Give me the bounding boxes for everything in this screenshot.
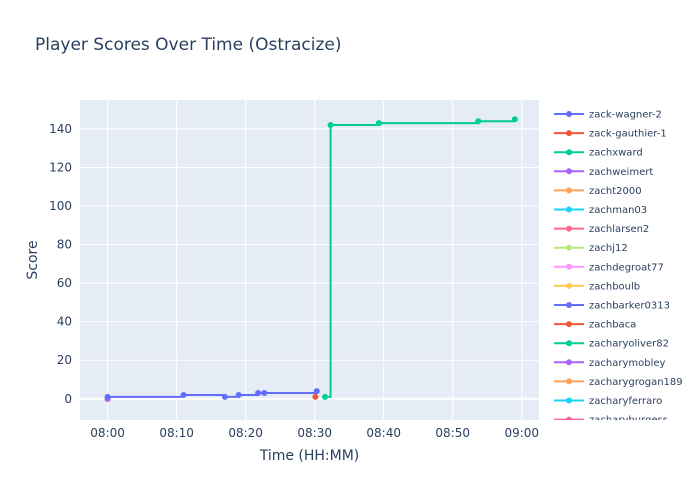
legend[interactable]: zack-wagner-2 zack-gauthier-1 zachxward zac… xyxy=(554,110,683,427)
data-point[interactable] xyxy=(255,390,262,397)
data-point[interactable] xyxy=(261,390,268,397)
legend-label: zachlarsen2 xyxy=(589,224,649,235)
data-point[interactable] xyxy=(375,120,382,127)
data-point[interactable] xyxy=(475,118,482,125)
y-tick-label: 60 xyxy=(57,276,72,290)
legend-swatch-marker xyxy=(566,187,572,194)
x-tick-label: 08:50 xyxy=(435,426,470,440)
legend-item[interactable]: zack-gauthier-1 xyxy=(554,129,667,140)
data-point[interactable] xyxy=(322,393,329,400)
legend-item[interactable]: zachman03 xyxy=(554,205,647,216)
y-tick-label: 20 xyxy=(57,353,72,367)
legend-swatch-marker xyxy=(566,340,572,347)
y-tick-label: 100 xyxy=(49,199,72,213)
legend-swatch-marker xyxy=(566,302,572,308)
x-tick-label: 08:20 xyxy=(228,426,263,440)
data-point[interactable] xyxy=(221,393,228,400)
legend-item[interactable]: zacht2000 xyxy=(554,186,642,197)
legend-label: zacharyburgess xyxy=(589,415,668,426)
legend-swatch-marker xyxy=(566,168,572,175)
x-tick-label: 08:00 xyxy=(90,426,125,440)
series-zack-wagner-2 xyxy=(104,388,320,400)
data-point[interactable] xyxy=(312,393,319,400)
x-tick-label: 08:40 xyxy=(366,426,401,440)
legend-swatch-marker xyxy=(566,397,572,404)
legend-item[interactable]: zacharyburgess xyxy=(554,415,668,426)
legend-swatch-marker xyxy=(566,244,572,251)
legend-label: zachbaca xyxy=(589,320,636,331)
legend-item[interactable]: zacharygrogan189 xyxy=(554,377,683,388)
legend-label: zack-gauthier-1 xyxy=(589,129,667,140)
legend-swatch-marker xyxy=(566,321,572,328)
y-tick-label: 140 xyxy=(49,122,72,136)
series-layer xyxy=(104,116,518,402)
legend-label: zacharygrogan189 xyxy=(589,377,683,388)
legend-item[interactable]: zachxward xyxy=(554,148,643,159)
chart-title: Player Scores Over Time (Ostracize) xyxy=(35,35,342,55)
legend-item[interactable]: zacharyoliver82 xyxy=(554,339,669,350)
legend-item[interactable]: zack-wagner-2 xyxy=(554,110,662,121)
ticks: 0 20 40 60 80 100 120 140 08:00 08:10 08:20 08:30 08… xyxy=(49,122,539,440)
legend-label: zack-wagner-2 xyxy=(589,110,662,121)
legend-item[interactable]: zachlarsen2 xyxy=(554,224,649,235)
data-point[interactable] xyxy=(327,122,334,129)
legend-swatch-marker xyxy=(566,111,572,117)
legend-label: zachboulb xyxy=(589,281,640,292)
legend-label: zachj12 xyxy=(589,243,628,254)
legend-label: zacharymobley xyxy=(589,358,666,369)
legend-swatch-marker xyxy=(566,378,572,385)
legend-label: zacharyoliver82 xyxy=(589,339,669,350)
legend-item[interactable]: zacharymobley xyxy=(554,358,666,369)
legend-swatch-marker xyxy=(566,263,572,270)
legend-swatch-marker xyxy=(566,225,572,232)
data-point[interactable] xyxy=(235,391,242,398)
legend-label: zacht2000 xyxy=(589,186,642,197)
legend-swatch-marker xyxy=(566,149,572,156)
data-point[interactable] xyxy=(180,391,187,398)
legend-item[interactable]: zachj12 xyxy=(554,243,628,254)
legend-label: zacharyferraro xyxy=(589,396,662,407)
y-tick-label: 80 xyxy=(57,238,72,252)
x-tick-label: 08:10 xyxy=(159,426,194,440)
legend-item[interactable]: zacharyferraro xyxy=(554,396,662,407)
series-zack-gauthier-1 xyxy=(312,393,319,400)
grid xyxy=(80,100,539,420)
y-tick-label: 40 xyxy=(57,315,72,329)
data-point[interactable] xyxy=(313,388,320,395)
series-zachxward xyxy=(322,116,518,400)
y-tick-label: 120 xyxy=(49,160,72,174)
legend-swatch-marker xyxy=(566,130,572,137)
x-tick-label: 09:00 xyxy=(504,426,539,440)
x-tick-label: 08:30 xyxy=(297,426,332,440)
legend-swatch-marker xyxy=(566,416,572,420)
legend-label: zachxward xyxy=(589,148,643,159)
legend-label: zachbarker0313 xyxy=(589,301,670,312)
legend-item[interactable]: zachboulb xyxy=(554,281,640,292)
data-point[interactable] xyxy=(104,393,111,400)
legend-swatch-marker xyxy=(566,359,572,366)
y-tick-label: 0 xyxy=(64,392,72,406)
data-point[interactable] xyxy=(511,116,518,123)
legend-item[interactable]: zachbarker0313 xyxy=(554,301,670,312)
legend-item[interactable]: zachdegroat77 xyxy=(554,262,664,273)
y-axis-title: Score xyxy=(25,240,41,279)
legend-swatch-marker xyxy=(566,282,572,289)
x-axis-title: Time (HH:MM) xyxy=(259,448,360,464)
legend-label: zachweimert xyxy=(589,167,653,178)
legend-item[interactable]: zachbaca xyxy=(554,320,636,331)
legend-swatch-marker xyxy=(566,206,572,213)
legend-label: zachdegroat77 xyxy=(589,262,664,273)
plot-area xyxy=(80,100,539,420)
legend-item[interactable]: zachweimert xyxy=(554,167,653,178)
legend-label: zachman03 xyxy=(589,205,647,216)
